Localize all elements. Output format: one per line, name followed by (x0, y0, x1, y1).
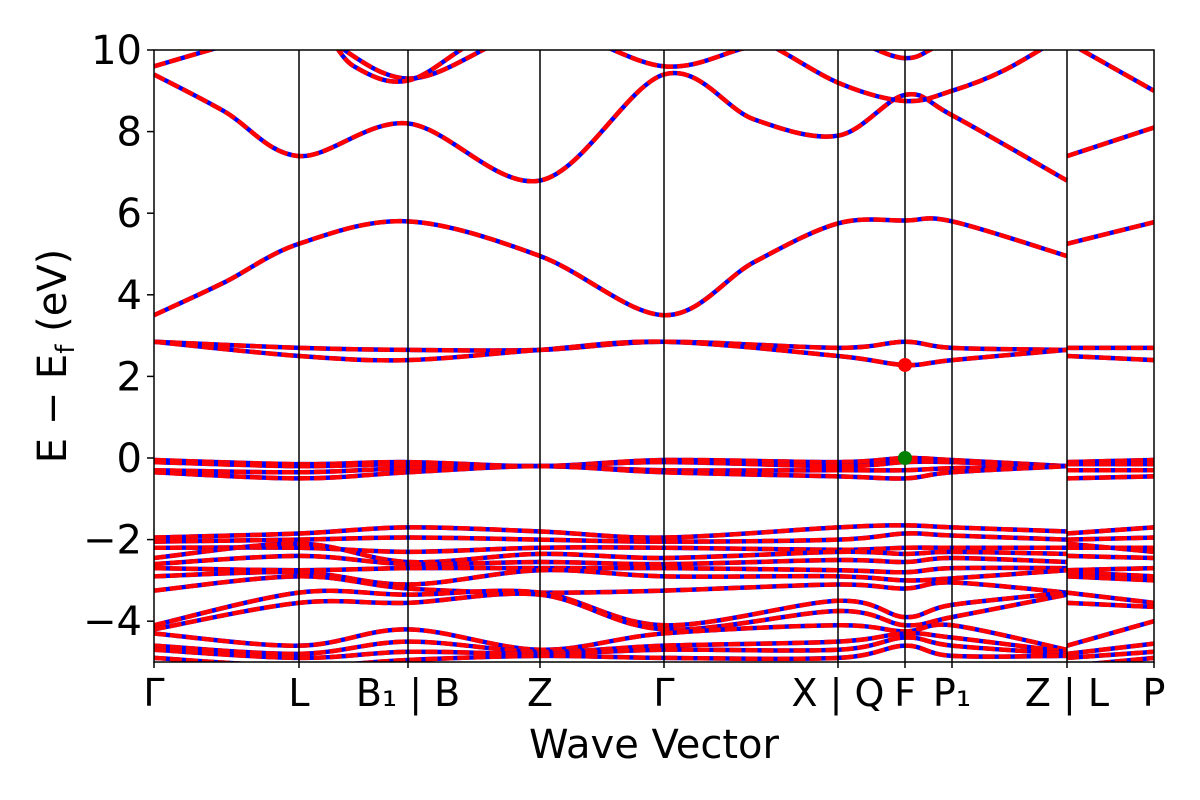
valence-band-maximum-marker (898, 451, 912, 465)
spin-down-band-2 (335, 50, 1154, 104)
spin-up-band-1 (154, 70, 1154, 184)
conduction-band-minimum-marker (898, 357, 912, 372)
y-tick-label-7: −4 (83, 599, 142, 645)
y-axis-label-unit: (eV) (30, 249, 76, 345)
spin-down-band-22 (154, 635, 1154, 661)
spin-down-band-21 (154, 631, 1154, 657)
y-axis-label-subscript: f (51, 344, 81, 354)
spin-down-band-14 (154, 553, 1154, 567)
x-axis-ticks: Γ L B₁ | B Z Γ X | Q F P₁ Z | L P (143, 662, 1165, 716)
x-tick-label-6: F (894, 671, 916, 715)
x-tick-label-7: P₁ (933, 671, 971, 715)
spin-down-band-11 (154, 531, 1154, 544)
y-tick-label-3: 4 (117, 273, 142, 319)
spin-down-band-16 (154, 567, 1154, 587)
spin-down-band-1 (154, 70, 1154, 184)
x-tick-label-2: B₁ | B (356, 671, 460, 716)
y-tick-label-6: −2 (83, 518, 142, 564)
spin-down-band-23 (154, 643, 1154, 662)
y-tick-label-5: 0 (117, 436, 142, 482)
x-tick-label-8: Z | L (1025, 671, 1109, 716)
spin-down-band-5 (154, 339, 1154, 368)
y-tick-label-2: 6 (117, 191, 142, 237)
spin-down-band-7 (154, 459, 1154, 469)
spin-down-band-3 (154, 216, 1154, 318)
x-tick-label-0: Γ (143, 671, 164, 715)
spin-down-band-20 (154, 619, 1154, 653)
x-tick-label-9: P (1143, 671, 1166, 715)
x-tick-label-3: Z (527, 671, 553, 715)
y-tick-label-1: 8 (117, 110, 142, 156)
spin-down-band-13 (154, 541, 1154, 565)
y-tick-label-0: 10 (91, 28, 142, 74)
spin-down-band-18 (154, 588, 1154, 628)
y-axis-label-main: E − E (30, 354, 76, 464)
spin-up-band-2 (335, 50, 1154, 104)
y-axis-label: E − Ef (eV) (30, 249, 81, 464)
spin-up-band-3 (154, 216, 1154, 318)
x-tick-label-4: Γ (653, 671, 674, 715)
y-axis-ticks: 10 8 6 4 2 0 −2 −4 (83, 28, 154, 645)
spin-down-band-17 (154, 574, 1154, 595)
x-axis-label: Wave Vector (529, 722, 780, 768)
spin-down-band-15 (154, 565, 1154, 575)
plot-frame (153, 49, 1155, 663)
band-edge-markers (898, 357, 912, 465)
spin-up-band-0 (154, 50, 935, 81)
y-tick-label-4: 2 (117, 354, 142, 400)
high-symmetry-lines (298, 50, 1068, 662)
spin-down-band-9 (154, 463, 1154, 481)
x-tick-label-5: X | Q (792, 671, 885, 716)
bands-layer (154, 50, 1154, 662)
x-tick-label-1: L (288, 671, 309, 715)
spin-down-band-10 (154, 523, 1154, 540)
spin-down-band-19 (154, 591, 1154, 632)
